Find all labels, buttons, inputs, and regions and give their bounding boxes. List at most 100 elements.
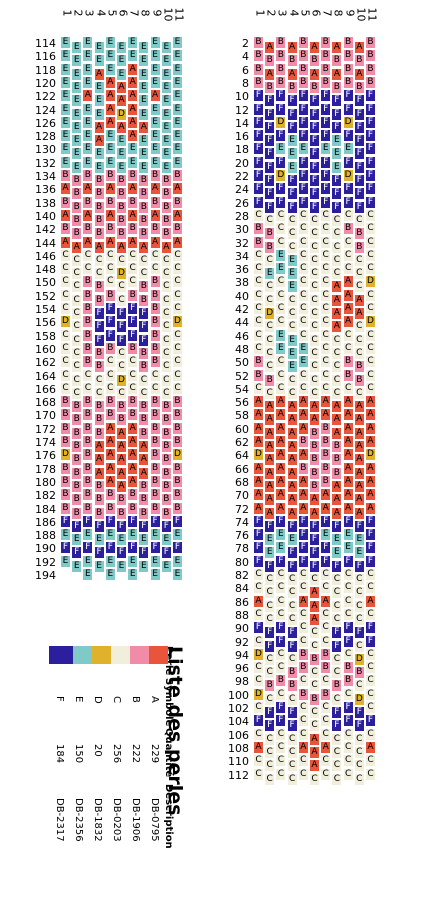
- bead-cell: B: [149, 421, 161, 435]
- bead-cell: F: [104, 541, 116, 555]
- row-label: 70: [235, 489, 249, 503]
- row-label: 122: [35, 90, 56, 104]
- bead-cell: B: [297, 461, 309, 475]
- bead-cell: F: [353, 519, 365, 533]
- bead-cell: B: [320, 49, 332, 63]
- bead-cell: B: [93, 293, 105, 307]
- row-label: 168: [35, 396, 56, 410]
- bead-cell: B: [172, 395, 183, 409]
- bead-cell: C: [297, 674, 309, 688]
- bead-cell: F: [127, 514, 139, 528]
- bead-cell: E: [172, 36, 183, 49]
- bead-cell: E: [286, 280, 298, 294]
- bead-cell: E: [60, 36, 71, 49]
- bead-cell: B: [297, 36, 309, 49]
- bead-cell: F: [104, 302, 116, 315]
- bead-cell: F: [286, 94, 298, 108]
- bead-cell: A: [93, 120, 105, 134]
- bead-cell: E: [93, 559, 105, 573]
- bead-cell: C: [365, 607, 376, 621]
- bead-cell: E: [264, 267, 276, 281]
- bead-cell: F: [264, 147, 276, 161]
- bead-cell: C: [286, 772, 298, 786]
- bead-cell: B: [297, 49, 309, 63]
- row-label: 156: [35, 316, 56, 330]
- bead-cell: B: [309, 692, 320, 706]
- bead-cell: C: [320, 341, 332, 355]
- bead-cell: C: [71, 320, 83, 334]
- bead-cell: C: [353, 679, 365, 693]
- bead-cell: F: [253, 102, 264, 116]
- bead-cell: C: [71, 386, 83, 400]
- bead-cell: C: [365, 328, 376, 342]
- bead-cell: A: [297, 501, 309, 515]
- bead-cell: E: [297, 341, 309, 355]
- bead-cell: C: [320, 315, 332, 329]
- bead-cell: F: [275, 182, 287, 196]
- bead-cell: F: [253, 155, 264, 169]
- bead-cell: F: [309, 160, 320, 174]
- bead-cell: C: [331, 573, 343, 586]
- row-label: 54: [235, 382, 249, 396]
- bead-cell: A: [71, 240, 83, 254]
- bead-cell: E: [82, 49, 94, 63]
- row-label: 62: [235, 436, 249, 449]
- bead-cell: C: [320, 248, 332, 262]
- bead-cell: F: [264, 706, 276, 719]
- bead-cell: C: [331, 386, 343, 400]
- bead-cell: C: [297, 727, 309, 741]
- bead-cell: C: [286, 573, 298, 586]
- bead-cell: E: [286, 147, 298, 161]
- bead-cell: F: [253, 89, 264, 103]
- bead-cell: B: [60, 195, 71, 209]
- bead-cell: F: [297, 102, 309, 116]
- bead-cell: E: [71, 559, 83, 573]
- bead-cell: F: [253, 528, 264, 542]
- bead-cell: A: [138, 240, 150, 254]
- bead-cell: A: [286, 453, 298, 467]
- bead-cell: C: [331, 772, 343, 786]
- bead-cell: F: [320, 182, 332, 196]
- row-label: 22: [235, 170, 249, 183]
- bead-cell: F: [297, 155, 309, 169]
- bead-cell: C: [275, 302, 287, 315]
- bead-cell: A: [331, 426, 343, 440]
- bead-cell: C: [264, 333, 276, 347]
- bead-cell: B: [331, 54, 343, 68]
- bead-cell: C: [342, 381, 354, 395]
- bead-cell: F: [286, 639, 298, 653]
- bead-cell: E: [127, 155, 139, 169]
- bead-cell: C: [331, 213, 343, 227]
- bead-cell: C: [365, 674, 376, 688]
- bead-cell: B: [149, 501, 161, 515]
- bead-cell: A: [160, 240, 172, 254]
- bead-cell: C: [320, 674, 332, 688]
- bead-cell: C: [331, 612, 343, 626]
- bead-cell: B: [275, 62, 287, 76]
- bead-cell: B: [309, 440, 320, 453]
- bead-cell: D: [60, 448, 71, 462]
- bead-cell: C: [320, 607, 332, 621]
- bead-cell: B: [82, 195, 94, 209]
- bead-cell: A: [342, 435, 354, 448]
- bead-cell: A: [331, 293, 343, 307]
- bead-cell: C: [138, 373, 150, 387]
- bead-cell: C: [253, 248, 264, 262]
- bead-cell: B: [264, 240, 276, 254]
- bead-cell: B: [82, 488, 94, 502]
- bead-cell: B: [104, 408, 116, 422]
- bead-cell: F: [82, 541, 94, 555]
- bead-cell: E: [160, 533, 172, 547]
- bead-cell: F: [331, 706, 343, 719]
- bead-cell: F: [138, 320, 150, 334]
- bead-cell: C: [331, 599, 343, 613]
- bead-cell: A: [127, 75, 139, 89]
- bead-cell: D: [365, 275, 376, 289]
- bead-cell: C: [320, 262, 332, 276]
- bead-cell: C: [353, 280, 365, 294]
- bead-cell: C: [264, 745, 276, 759]
- bead-cell: A: [127, 129, 139, 143]
- bead-cell: E: [104, 49, 116, 63]
- bead-cell: E: [93, 160, 105, 174]
- bead-cell: C: [309, 213, 320, 227]
